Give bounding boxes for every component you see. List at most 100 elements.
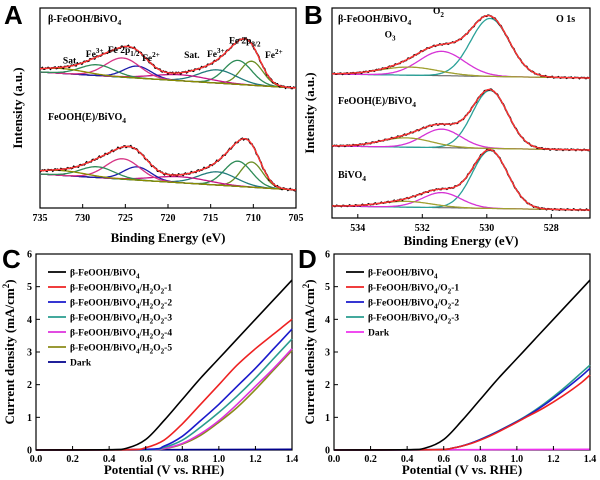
- panel-letter-c: C: [2, 244, 21, 274]
- y-tick-label: 0: [325, 446, 330, 457]
- x-tick-label: 1.4: [286, 454, 299, 465]
- annotation-o3: O3​: [385, 30, 396, 42]
- panel-c-x-axis-title: Potential (V vs. RHE): [104, 462, 224, 477]
- xps-sample-feooh-e-bivo4: [331, 88, 591, 152]
- series-line-feooh-bivo4: [333, 279, 591, 451]
- xps-component-sat: [39, 169, 297, 191]
- annotation-o2: O2​: [433, 7, 444, 19]
- y-tick-label: 6: [325, 250, 330, 261]
- panel-b-x-axis-title: Binding Energy (eV): [404, 233, 519, 248]
- x-tick-label: 534: [350, 223, 365, 234]
- panel-a-plot-area: [39, 36, 297, 192]
- y-tick-label: 5: [325, 282, 330, 293]
- y-tick-label: 2: [325, 380, 330, 391]
- x-tick-label: 1.2: [249, 454, 262, 465]
- legend-entry-feooh-bivo4-h2o2-2: β-FeOOH/BiVO4​/H2​O2​-2: [70, 299, 172, 311]
- x-tick-label: 0.0: [30, 454, 43, 465]
- annotation-fe3: Fe3+​: [86, 47, 104, 60]
- x-tick-label: 1.0: [511, 454, 524, 465]
- x-tick-label: 530: [479, 223, 494, 234]
- x-tick-label: 715: [203, 213, 218, 224]
- panel-b-xps-o1s: B 534 532 530 528 β-FeOOH/BiVO4​ FeOOH(E)/B…: [302, 0, 591, 248]
- y-tick-label: 6: [27, 250, 32, 261]
- xps-component-sat: [39, 67, 297, 89]
- xps-fit-envelope-line: [332, 14, 590, 79]
- xps-sample-feooh-bivo4: [39, 36, 297, 90]
- panel-d-y-axis-title: Current density (mA/cm2): [301, 279, 317, 424]
- x-tick-label: 528: [544, 223, 559, 234]
- x-tick-label: 0.0: [328, 454, 341, 465]
- xps-component-o1: [332, 17, 590, 79]
- annotation-o1: O1​: [494, 0, 505, 1]
- legend-entry-dark: Dark: [368, 329, 390, 339]
- x-tick-label: 0.2: [66, 454, 79, 465]
- panel-a-annotations: Sat.Fe3+​Fe 2p1/2​Fe2+​Sat.Fe3+​Fe 2p3/2…: [63, 36, 283, 66]
- legend-entry-dark: Dark: [70, 359, 92, 369]
- y-tick-label: 4: [27, 315, 32, 326]
- sample-label-bivo4: BiVO4​: [338, 170, 366, 183]
- legend-entry-feooh-bivo4: β-FeOOH/BiVO4​: [368, 269, 438, 281]
- x-tick-label: 532: [415, 223, 430, 234]
- xps-fit-envelope-line: [332, 148, 590, 211]
- series-line-feooh-bivo4-h2o2-2: [35, 328, 293, 451]
- panel-c-lsv-h2o2: C 0.0 0.2 0.4 0.6 0.8 1.0 1.2 1.4 0 1 2 3 4 5 6 β-FeO…: [1, 244, 298, 477]
- y-tick-label: 0: [27, 446, 32, 457]
- annotation-fe3: Fe3+​: [207, 47, 225, 60]
- xps-sample-feooh-e-bivo4: [39, 137, 297, 192]
- sample-label-beta-feooh-bivo4: β-FeOOH/BiVO4​: [48, 14, 122, 27]
- y-tick-label: 1: [27, 413, 32, 424]
- series-line-feooh-bivo4: [35, 279, 293, 451]
- panel-b-x-ticks: 534 532 530 528: [350, 214, 559, 234]
- series-line-feooh-bivo4-h2o2-3: [35, 338, 293, 451]
- x-tick-label: 710: [246, 213, 261, 224]
- panel-letter-d: D: [298, 244, 317, 274]
- panel-d-plot-area: [333, 279, 591, 451]
- panel-d-x-ticks: 0.0 0.2 0.4 0.6 0.8 1.0 1.2 1.4: [328, 446, 597, 465]
- x-tick-label: 720: [161, 213, 176, 224]
- panel-d-legend: β-FeOOH/BiVO4​ β-FeOOH/BiVO4​/O2​-1 β-FeOO…: [346, 269, 459, 339]
- panel-d-y-ticks: 0 1 2 3 4 5 6: [325, 250, 338, 457]
- legend-entry-feooh-bivo4-o2-2: β-FeOOH/BiVO4​/O2​-2: [368, 299, 459, 311]
- sample-label-beta-feooh-bivo4: β-FeOOH/BiVO4​: [338, 14, 412, 27]
- xps-component-o1: [332, 149, 590, 211]
- series-line-feooh-bivo4-h2o2-1: [35, 318, 293, 451]
- annotation-fe-2p1-2: Fe 2p1/2​: [108, 46, 140, 58]
- xps-fit-envelope-line: [331, 88, 590, 151]
- panel-d-x-axis-title: Potential (V vs. RHE): [402, 462, 522, 477]
- annotation-sat: Sat.: [184, 51, 200, 61]
- panel-a-y-axis-title: Intensity (a.u.): [10, 67, 25, 148]
- x-tick-label: 1.4: [584, 454, 597, 465]
- y-tick-label: 1: [325, 413, 330, 424]
- y-tick-label: 3: [325, 348, 330, 359]
- panel-b-plot-area: [331, 14, 591, 212]
- panel-c-y-axis-title: Current density (mA/cm2): [1, 279, 17, 424]
- panel-b-core-level-label: O 1s: [556, 14, 575, 25]
- x-tick-label: 0.8: [474, 454, 487, 465]
- annotation-sat: Sat.: [63, 57, 79, 67]
- x-tick-label: 0.6: [437, 454, 450, 465]
- x-tick-label: 730: [75, 213, 90, 224]
- annotation-fe2: Fe2+​: [265, 48, 283, 61]
- panel-letter-b: B: [304, 0, 323, 30]
- x-tick-label: 1.0: [213, 454, 226, 465]
- legend-entry-feooh-bivo4-h2o2-1: β-FeOOH/BiVO4​/H2​O2​-1: [70, 284, 172, 296]
- y-tick-label: 2: [27, 380, 32, 391]
- x-tick-label: 705: [289, 213, 304, 224]
- x-tick-label: 0.4: [103, 454, 116, 465]
- x-tick-label: 0.4: [401, 454, 414, 465]
- legend-entry-feooh-bivo4-h2o2-5: β-FeOOH/BiVO4​/H2​O2​-5: [70, 344, 172, 356]
- panel-c-y-ticks: 0 1 2 3 4 5 6: [27, 250, 40, 457]
- panel-d-lsv-o2: D 0.0 0.2 0.4 0.6 0.8 1.0 1.2 1.4 0 1 2 3 4 5 6 β-FeO…: [298, 244, 596, 477]
- annotation-fe2: Fe2+​: [142, 51, 160, 64]
- panel-c-plot-area: [35, 279, 293, 451]
- series-line-feooh-bivo4-o2-2: [333, 367, 591, 451]
- xps-sample-feooh-bivo4: [331, 14, 591, 80]
- y-tick-label: 4: [325, 315, 330, 326]
- legend-entry-feooh-bivo4-h2o2-4: β-FeOOH/BiVO4​/H2​O2​-4: [70, 329, 172, 341]
- panel-b-annotations: oxygen vacancyO2​O1​O3​: [385, 0, 506, 42]
- panel-a-x-ticks: 735 730 725 720 715 710 705: [33, 204, 304, 224]
- y-tick-label: 5: [27, 282, 32, 293]
- x-tick-label: 1.2: [547, 454, 560, 465]
- panel-b-y-axis-title: Intensity (a.u.): [302, 72, 317, 153]
